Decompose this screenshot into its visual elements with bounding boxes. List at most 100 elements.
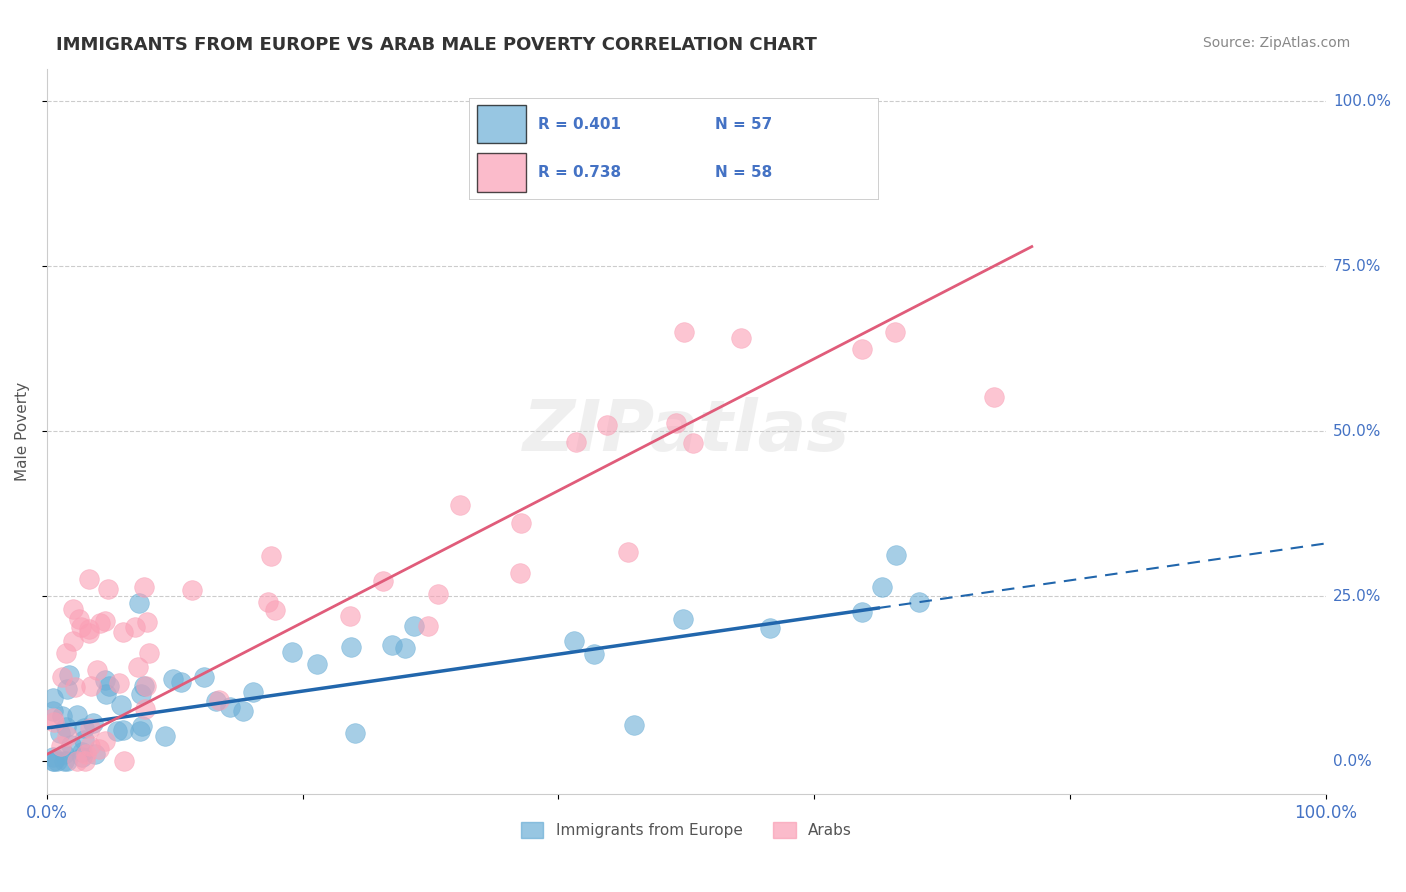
Point bbox=[94, 733, 117, 747]
Point bbox=[53, 754, 76, 768]
Point bbox=[162, 673, 184, 687]
Point bbox=[112, 625, 135, 640]
Point bbox=[105, 724, 128, 739]
Point bbox=[42, 750, 65, 764]
Point bbox=[124, 620, 146, 634]
Point bbox=[153, 729, 176, 743]
Point bbox=[758, 621, 780, 635]
Point bbox=[672, 612, 695, 626]
Point bbox=[65, 680, 87, 694]
Point bbox=[67, 612, 90, 626]
Point bbox=[51, 670, 73, 684]
Point bbox=[42, 754, 65, 768]
Point bbox=[339, 609, 361, 624]
Point bbox=[49, 726, 72, 740]
Point bbox=[98, 679, 121, 693]
Point bbox=[872, 581, 894, 595]
Point bbox=[55, 720, 77, 734]
Text: IMMIGRANTS FROM EUROPE VS ARAB MALE POVERTY CORRELATION CHART: IMMIGRANTS FROM EUROPE VS ARAB MALE POVE… bbox=[56, 36, 817, 54]
Point bbox=[83, 747, 105, 761]
Y-axis label: Male Poverty: Male Poverty bbox=[15, 382, 30, 481]
Point bbox=[416, 619, 439, 633]
Point bbox=[79, 622, 101, 636]
Point bbox=[128, 596, 150, 610]
Point bbox=[232, 704, 254, 718]
Point bbox=[62, 633, 84, 648]
Point bbox=[129, 687, 152, 701]
Text: Source: ZipAtlas.com: Source: ZipAtlas.com bbox=[1202, 36, 1350, 50]
Point bbox=[207, 693, 229, 707]
Point bbox=[595, 418, 617, 433]
Point bbox=[131, 719, 153, 733]
Point bbox=[42, 754, 65, 768]
Point bbox=[60, 738, 83, 752]
Point bbox=[110, 698, 132, 713]
Point bbox=[371, 574, 394, 588]
Point bbox=[908, 594, 931, 608]
Point bbox=[132, 679, 155, 693]
Point bbox=[340, 640, 363, 654]
Point bbox=[134, 580, 156, 594]
Point bbox=[112, 754, 135, 768]
Point bbox=[55, 646, 77, 660]
Point bbox=[65, 754, 87, 768]
Point bbox=[617, 545, 640, 559]
Point bbox=[97, 582, 120, 596]
Point bbox=[55, 729, 77, 743]
Point bbox=[181, 582, 204, 597]
Point bbox=[62, 602, 84, 616]
Point bbox=[129, 724, 152, 739]
Text: 75.0%: 75.0% bbox=[1333, 259, 1381, 274]
Point bbox=[170, 674, 193, 689]
Point bbox=[56, 754, 79, 768]
Point bbox=[242, 685, 264, 699]
Point bbox=[138, 646, 160, 660]
Point bbox=[394, 640, 416, 655]
Point bbox=[94, 615, 117, 629]
Point bbox=[66, 707, 89, 722]
Point bbox=[257, 595, 280, 609]
Point bbox=[51, 709, 73, 723]
Point bbox=[851, 605, 873, 619]
Point bbox=[583, 647, 606, 661]
Point bbox=[562, 633, 585, 648]
Point bbox=[983, 391, 1005, 405]
Point bbox=[42, 714, 65, 729]
Point bbox=[79, 739, 101, 754]
Point bbox=[111, 723, 134, 737]
Point bbox=[70, 749, 93, 764]
Point bbox=[665, 416, 688, 430]
Legend: Immigrants from Europe, Arabs: Immigrants from Europe, Arabs bbox=[515, 816, 858, 845]
Point bbox=[730, 331, 752, 345]
Point bbox=[449, 498, 471, 512]
Point bbox=[565, 435, 588, 450]
Point bbox=[46, 754, 69, 768]
Point bbox=[79, 721, 101, 735]
Point bbox=[73, 721, 96, 735]
Point bbox=[42, 711, 65, 725]
Point bbox=[70, 745, 93, 759]
Point bbox=[851, 343, 873, 357]
Point bbox=[218, 699, 240, 714]
Point bbox=[127, 659, 149, 673]
Point bbox=[623, 718, 645, 732]
Point bbox=[77, 573, 100, 587]
Point bbox=[75, 747, 97, 762]
Point bbox=[264, 602, 287, 616]
Point bbox=[56, 681, 79, 696]
Text: 25.0%: 25.0% bbox=[1333, 589, 1381, 604]
Point bbox=[108, 676, 131, 690]
Point bbox=[89, 615, 111, 630]
Point bbox=[509, 566, 531, 580]
Point bbox=[134, 702, 156, 716]
Point bbox=[343, 725, 366, 739]
Point bbox=[87, 742, 110, 756]
Point bbox=[673, 326, 696, 340]
Point bbox=[682, 435, 704, 450]
Point bbox=[427, 587, 450, 601]
Point bbox=[70, 620, 93, 634]
Point bbox=[510, 516, 533, 530]
Text: 100.0%: 100.0% bbox=[1333, 94, 1391, 109]
Point bbox=[51, 739, 73, 753]
Point bbox=[204, 694, 226, 708]
